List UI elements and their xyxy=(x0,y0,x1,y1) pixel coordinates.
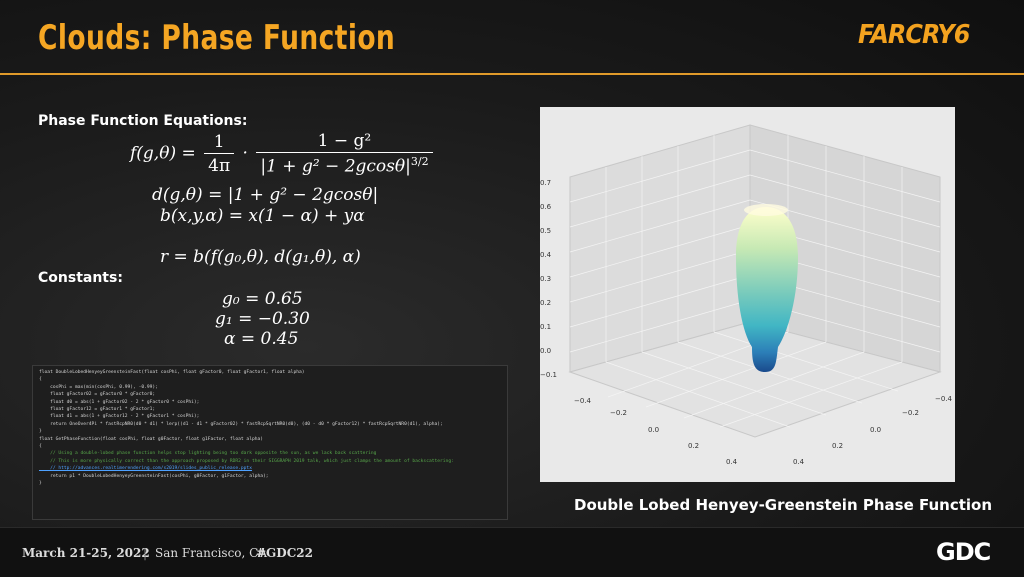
code-line: } xyxy=(39,429,42,435)
code-line: float DoubleLobedHenyeyGreensteinFast(fl… xyxy=(39,370,305,375)
plot-caption: Double Lobed Henyey-Greenstein Phase Fun… xyxy=(574,496,993,514)
equation-r: r = b(f(g₀,θ), d(g₁,θ), α) xyxy=(160,247,361,267)
code-line: float gFactor12 = gFactor1 * gFactor1; xyxy=(39,407,156,413)
slide-header: Clouds: Phase Function FARCRY6 xyxy=(0,0,1024,72)
z-tick: 0.7 xyxy=(540,179,551,187)
z-tick: 0.2 xyxy=(540,299,551,307)
z-tick: 0.0 xyxy=(540,347,551,355)
x-tick: 0.4 xyxy=(726,458,738,466)
footer-dates: March 21-25, 2022 xyxy=(22,546,150,560)
code-snippet: float DoubleLobedHenyeyGreensteinFast(fl… xyxy=(32,365,508,520)
code-line: } xyxy=(39,481,42,487)
equation-f-frac1-den: 4π xyxy=(208,155,231,176)
gdc-logo: GDC xyxy=(936,538,991,566)
code-line: float d0 = abs(1 + gFactor02 - 2 * gFact… xyxy=(39,399,200,405)
code-line: float gFactor02 = gFactor0 * gFactor0; xyxy=(39,392,156,398)
code-comment-line: // This is more physically correct than … xyxy=(39,458,454,464)
phase-lobe-highlight xyxy=(744,204,788,216)
equation-f-frac2-den-exp: 3/2 xyxy=(410,155,429,168)
z-tick: −0.1 xyxy=(540,371,557,379)
y-tick: 0.2 xyxy=(832,442,843,450)
equation-b: b(x,y,α) = x(1 − α) + yα xyxy=(160,206,365,226)
header-divider xyxy=(0,73,1024,75)
constants-heading: Constants: xyxy=(38,270,123,286)
x-tick: 0.2 xyxy=(688,442,699,450)
y-tick: −0.4 xyxy=(935,395,953,403)
code-line: return p1 * DoubleLobedHenyeyGreensteinF… xyxy=(39,473,269,479)
z-tick: 0.3 xyxy=(540,275,551,283)
equation-f-frac2-den: |1 + g² − 2gcosθ|3/2 xyxy=(256,153,432,177)
equation-f-frac2-den-base: |1 + g² − 2gcosθ| xyxy=(260,156,411,177)
equation-f-lhs: f(g,θ) = xyxy=(130,143,202,164)
footer-hashtag: #GDC22 xyxy=(256,546,313,560)
equation-f-frac2: 1 − g² |1 + g² − 2gcosθ|3/2 xyxy=(256,131,433,177)
x-tick: −0.4 xyxy=(574,397,592,405)
farcry6-logo: FARCRY6 xyxy=(858,20,970,50)
y-tick: 0.0 xyxy=(870,426,881,434)
y-tick: −0.2 xyxy=(902,409,919,417)
z-tick: 0.4 xyxy=(540,251,552,259)
x-tick: 0.0 xyxy=(648,426,659,434)
z-tick: 0.6 xyxy=(540,203,552,211)
y-tick-labels: −0.4 −0.2 0.0 0.2 0.4 xyxy=(793,395,953,466)
z-tick: 0.1 xyxy=(540,323,551,331)
equation-f: f(g,θ) = 1 4π · 1 − g² |1 + g² − 2gcosθ|… xyxy=(130,131,436,177)
constant-g0: g₀ = 0.65 xyxy=(222,289,303,309)
code-line: float d1 = abs(1 + gFactor12 - 2 * gFact… xyxy=(39,414,200,420)
z-tick-labels: 0.7 0.6 0.5 0.4 0.3 0.2 0.1 0.0 −0.1 xyxy=(540,179,557,379)
phase-function-3d-plot: 0.7 0.6 0.5 0.4 0.3 0.2 0.1 0.0 −0.1 −0.… xyxy=(540,107,955,482)
code-link-line[interactable]: // http://advances.realtimerendering.com… xyxy=(39,466,252,472)
code-line: { xyxy=(39,444,42,450)
slide-footer: March 21-25, 2022 | San Francisco, CA #G… xyxy=(0,527,1024,577)
code-line: { xyxy=(39,377,42,383)
phase-lobe-surface xyxy=(736,207,798,372)
equation-d: d(g,θ) = |1 + g² − 2gcosθ| xyxy=(152,185,379,205)
equation-f-frac1-num: 1 xyxy=(204,132,235,154)
code-comment-line: // Using a double-lobed phase function h… xyxy=(39,451,377,457)
plot-floor xyxy=(568,321,942,438)
equation-f-frac2-num: 1 − g² xyxy=(256,131,433,153)
slide-title: Clouds: Phase Function xyxy=(38,18,396,58)
z-tick: 0.5 xyxy=(540,227,551,235)
phase-equations-heading: Phase Function Equations: xyxy=(38,113,248,129)
equation-f-frac1: 1 4π xyxy=(204,132,235,176)
code-line: float GetPhaseFunction(float cosPhi, flo… xyxy=(39,436,264,442)
x-tick: −0.2 xyxy=(610,409,627,417)
constant-g1: g₁ = −0.30 xyxy=(215,309,310,329)
code-line: cosPhi = max(min(cosPhi, 0.99), -0.99); xyxy=(39,384,158,390)
constant-alpha: α = 0.45 xyxy=(224,329,299,349)
equation-f-dot: · xyxy=(242,143,248,164)
x-tick-labels: −0.4 −0.2 0.0 0.2 0.4 xyxy=(574,397,738,466)
y-tick: 0.4 xyxy=(793,458,805,466)
footer-separator: | xyxy=(143,546,148,560)
plot-svg: 0.7 0.6 0.5 0.4 0.3 0.2 0.1 0.0 −0.1 −0.… xyxy=(540,124,953,466)
footer-location: San Francisco, CA xyxy=(155,546,268,560)
code-line: return OneOver4Pi * fastRcpNR0(d0 * d1) … xyxy=(39,421,443,427)
